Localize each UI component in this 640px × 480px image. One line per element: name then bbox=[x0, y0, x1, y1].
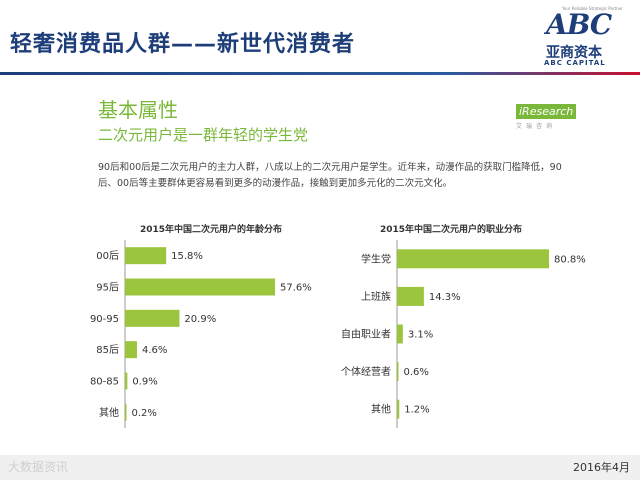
occupation-distribution-chart: 学生党 80.8% 上班族 14.3% 自由职业者 3.1% 个体经营者 0.6% 其他 1.2% bbox=[341, 240, 586, 428]
section-title: 基本属性 bbox=[98, 98, 178, 122]
logo-en-name: ABC CAPITAL bbox=[544, 59, 606, 67]
value-label: 0.6% bbox=[404, 367, 429, 378]
value-label: 1.2% bbox=[404, 405, 429, 416]
iresearch-wordmark: iResearch bbox=[516, 104, 577, 119]
value-label: 15.8% bbox=[171, 251, 203, 262]
logo-tagline: Your Reliable Strategic Partner bbox=[562, 6, 623, 11]
bar bbox=[125, 247, 167, 265]
bar bbox=[125, 278, 275, 296]
section-subtitle: 二次元用户是一群年轻的学生党 bbox=[98, 126, 309, 144]
logo-abc: ABC bbox=[546, 8, 612, 41]
watermark-text: 大数据资讯 bbox=[8, 460, 69, 474]
iresearch-logo: iResearch 艾瑞咨询 bbox=[516, 100, 577, 130]
header-divider bbox=[0, 72, 640, 75]
category-label: 个体经营者 bbox=[341, 365, 391, 378]
category-label: 95后 bbox=[96, 282, 119, 294]
bar bbox=[397, 399, 400, 419]
description-text: 90后和00后是二次元用户的主力人群，八成以上的二次元用户是学生。近年来，动漫作… bbox=[98, 162, 562, 189]
category-label: 00后 bbox=[96, 250, 119, 262]
value-label: 57.6% bbox=[280, 283, 312, 294]
value-label: 80.8% bbox=[554, 254, 586, 265]
value-label: 20.9% bbox=[184, 314, 216, 325]
bar bbox=[125, 372, 128, 390]
bar bbox=[397, 362, 399, 382]
bar bbox=[397, 249, 549, 269]
value-label: 0.9% bbox=[132, 377, 157, 388]
category-label: 85后 bbox=[96, 344, 119, 356]
value-label: 14.3% bbox=[429, 292, 461, 303]
category-label: 其他 bbox=[371, 403, 391, 416]
bar bbox=[125, 403, 127, 421]
bar bbox=[125, 341, 137, 359]
category-label: 90-95 bbox=[90, 314, 119, 325]
value-label: 0.2% bbox=[132, 408, 157, 419]
footer-bar bbox=[0, 455, 640, 480]
category-label: 自由职业者 bbox=[341, 328, 391, 341]
age-distribution-chart: 00后 15.8% 95后 57.6% 90-95 20.9% 85后 4.6% 80-85 0.… bbox=[90, 240, 312, 428]
company-logo: Your Reliable Strategic Partner ABC 亚商资本… bbox=[536, 6, 632, 68]
category-label: 其他 bbox=[99, 406, 119, 419]
bar bbox=[397, 286, 424, 306]
bar bbox=[125, 309, 180, 327]
category-label: 80-85 bbox=[90, 377, 119, 388]
footer-date: 2016年4月 bbox=[573, 461, 630, 474]
job-chart-title: 2015年中国二次元用户的职业分布 bbox=[380, 225, 523, 235]
value-label: 3.1% bbox=[408, 330, 433, 341]
value-label: 4.6% bbox=[142, 345, 167, 356]
bar bbox=[397, 324, 403, 344]
logo-cn-name: 亚商资本 bbox=[546, 45, 602, 61]
category-label: 学生党 bbox=[361, 252, 391, 265]
age-chart-title: 2015年中国二次元用户的年龄分布 bbox=[140, 225, 283, 235]
page-title: 轻奢消费品人群——新世代消费者 bbox=[10, 32, 356, 57]
category-label: 上班族 bbox=[361, 290, 391, 303]
iresearch-subtitle: 艾瑞咨询 bbox=[516, 123, 557, 130]
